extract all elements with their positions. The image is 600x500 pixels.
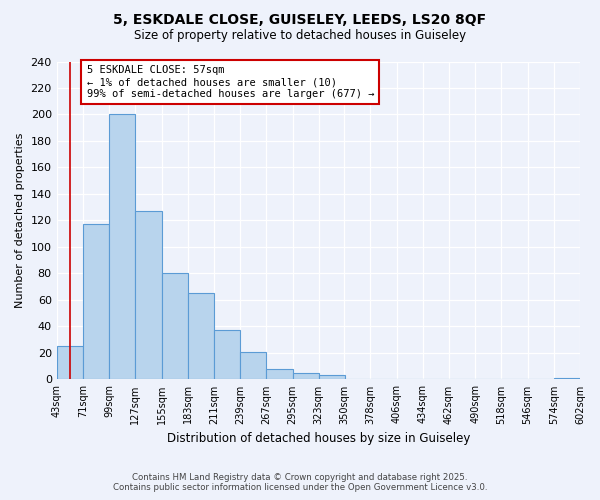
X-axis label: Distribution of detached houses by size in Guiseley: Distribution of detached houses by size … — [167, 432, 470, 445]
Text: Size of property relative to detached houses in Guiseley: Size of property relative to detached ho… — [134, 29, 466, 42]
Bar — [109, 114, 136, 380]
Text: 5 ESKDALE CLOSE: 57sqm
← 1% of detached houses are smaller (10)
99% of semi-deta: 5 ESKDALE CLOSE: 57sqm ← 1% of detached … — [86, 66, 374, 98]
Bar — [83, 224, 109, 380]
Bar — [56, 346, 83, 380]
Bar — [266, 369, 293, 380]
Bar — [188, 294, 214, 380]
Bar — [214, 330, 240, 380]
Y-axis label: Number of detached properties: Number of detached properties — [15, 133, 25, 308]
Bar — [240, 352, 266, 380]
Bar — [136, 211, 161, 380]
Bar — [319, 376, 345, 380]
Bar — [554, 378, 580, 380]
Bar — [293, 373, 319, 380]
Text: Contains HM Land Registry data © Crown copyright and database right 2025.
Contai: Contains HM Land Registry data © Crown c… — [113, 473, 487, 492]
Bar — [161, 274, 188, 380]
Text: 5, ESKDALE CLOSE, GUISELEY, LEEDS, LS20 8QF: 5, ESKDALE CLOSE, GUISELEY, LEEDS, LS20 … — [113, 12, 487, 26]
